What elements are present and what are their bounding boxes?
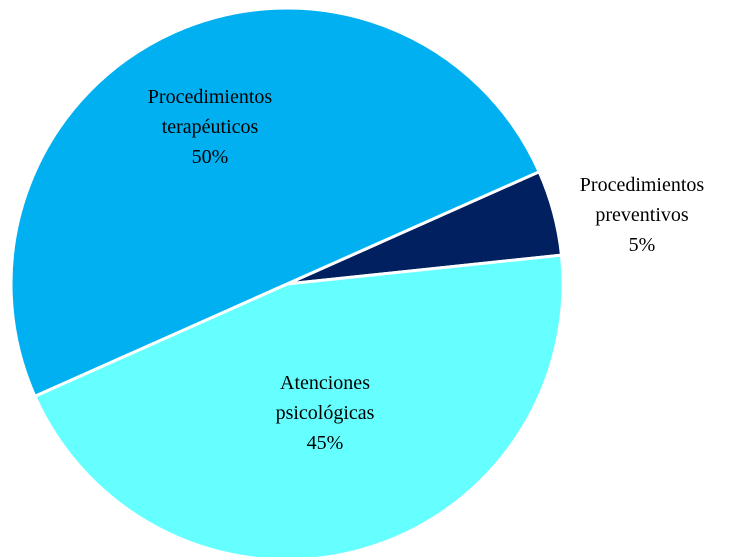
percent-label: 50% (191, 146, 229, 168)
category-label: Procedimientos preventivos (579, 174, 705, 226)
category-label: Atenciones psicológicas (275, 372, 375, 424)
pie-slice (32, 253, 565, 557)
data-label: Atenciones psicológicas 45% (245, 368, 405, 458)
category-label: Procedimientos terapéuticos (147, 86, 273, 138)
data-label: Procedimientos preventivos 5% (562, 170, 722, 260)
percent-label: 45% (306, 432, 344, 454)
data-label: Procedimientos terapéuticos 50% (130, 82, 290, 172)
percent-label: 5% (628, 234, 656, 256)
pie-slice (9, 6, 542, 399)
